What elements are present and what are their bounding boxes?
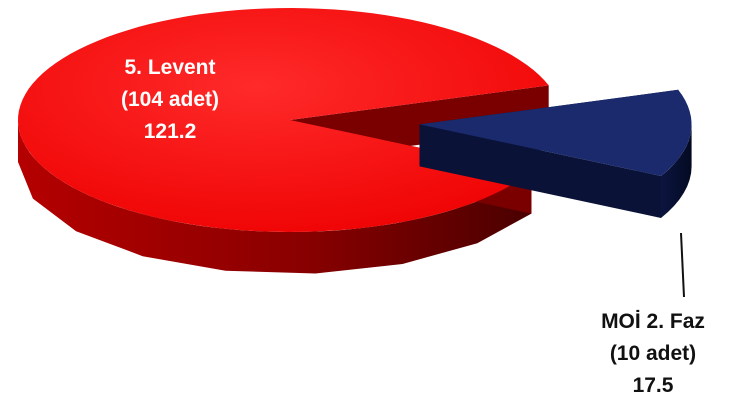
slice-cut-face: [419, 124, 661, 218]
slice-side-wall: [18, 120, 532, 274]
slice-count: (10 adet): [609, 342, 697, 365]
slice-side-wall: [661, 124, 692, 218]
slice-count: (104 adet): [120, 88, 220, 111]
slice-value: 17.5: [632, 374, 674, 397]
slice-name: 5. Levent: [124, 56, 216, 79]
slice-label-5-levent: 5. Levent (104 adet) 121.2: [100, 52, 240, 148]
slice-5-levent: [18, 8, 549, 274]
slice-moi-2-faz: [419, 89, 692, 218]
slice-top-face: [419, 89, 692, 176]
slice-name: MOİ 2. Faz: [601, 310, 705, 333]
slice-top-face: [18, 8, 549, 232]
pie-slices: [18, 8, 692, 274]
slice-value: 121.2: [143, 120, 197, 143]
slice-label-moi-2-faz: MOİ 2. Faz (10 adet) 17.5: [583, 306, 723, 402]
label-leader-line: [680, 232, 685, 298]
